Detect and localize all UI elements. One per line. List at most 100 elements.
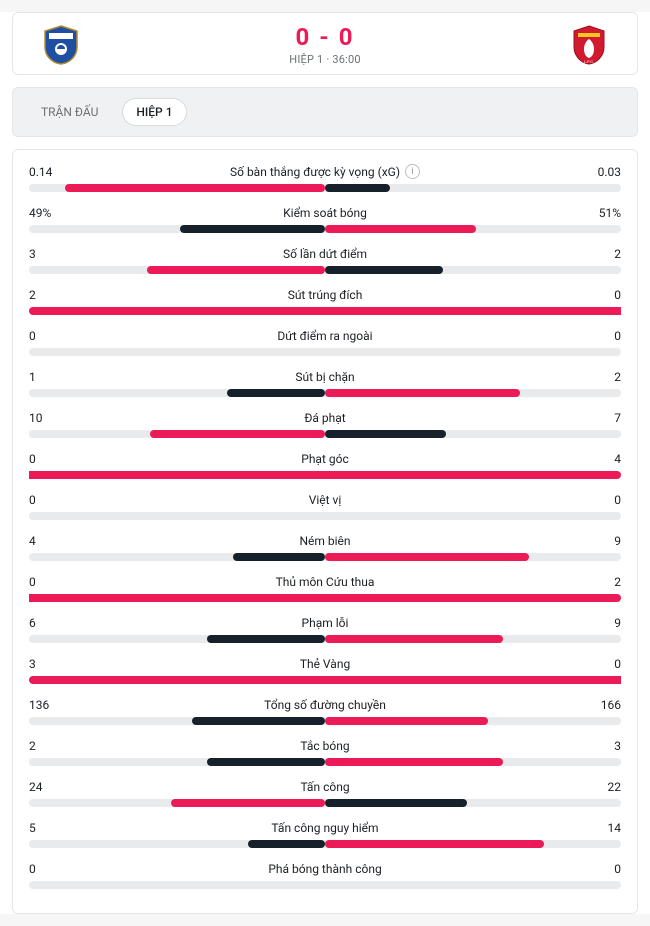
stat-home-value: 6 — [29, 616, 67, 630]
match-phase: HIỆP 1 · 36:00 — [81, 53, 569, 66]
stat-away-value: 0 — [583, 493, 621, 507]
stat-name-label: Sút bị chặn — [295, 370, 354, 384]
stat-bar — [29, 758, 621, 766]
stat-away-value: 4 — [583, 452, 621, 466]
stat-name-label: Thẻ Vàng — [300, 657, 350, 671]
stat-name-label: Số bàn thắng được kỳ vọng (xG) — [230, 165, 400, 179]
stat-bar-away-fill — [325, 553, 529, 561]
tab[interactable]: TRẬN ĐẤU — [27, 98, 112, 126]
stat-bar — [29, 840, 621, 848]
stat-bar-away-fill — [325, 184, 390, 192]
stat-home-value: 0 — [29, 493, 67, 507]
stat-bar-away-half — [325, 512, 621, 520]
stat-head: 3Thẻ Vàng0 — [29, 657, 621, 671]
stat-name: Ném biên — [67, 534, 583, 548]
stat-bar-home-fill — [65, 184, 325, 192]
stat-name-label: Việt vị — [309, 493, 342, 507]
stat-home-value: 0 — [29, 329, 67, 343]
stat-home-value: 0.14 — [29, 165, 67, 179]
stat-bar-home-half — [29, 635, 325, 643]
home-team-badge[interactable] — [41, 25, 81, 65]
stat-name: Sút trúng đích — [67, 288, 583, 302]
stat-away-value: 166 — [583, 698, 621, 712]
stat-away-value: 3 — [583, 739, 621, 753]
stat-row: 0Phá bóng thành công0 — [29, 862, 621, 889]
stat-bar-away-fill — [325, 635, 503, 643]
stat-bar-away-fill — [325, 717, 488, 725]
stat-name-label: Sút trúng đích — [288, 288, 363, 302]
stat-bar-home-half — [29, 758, 325, 766]
stat-row: 2Tắc bóng3 — [29, 739, 621, 766]
stat-name: Thẻ Vàng — [67, 657, 583, 671]
stat-away-value: 2 — [583, 575, 621, 589]
stat-home-value: 3 — [29, 657, 67, 671]
stat-row: 4Ném biên9 — [29, 534, 621, 561]
stat-away-value: 14 — [583, 821, 621, 835]
stat-bar-away-half — [325, 881, 621, 889]
stat-head: 4Ném biên9 — [29, 534, 621, 548]
stat-home-value: 24 — [29, 780, 67, 794]
away-team-badge[interactable]: L.F.C. — [569, 25, 609, 65]
stat-head: 0Phá bóng thành công0 — [29, 862, 621, 876]
score-line: 0 - 0 — [81, 23, 569, 51]
stats-list: 0.14Số bàn thắng được kỳ vọng (xG)i0.034… — [13, 150, 637, 913]
tab-active[interactable]: HIỆP 1 — [122, 98, 186, 126]
stat-name: Phá bóng thành công — [67, 862, 583, 876]
stat-bar-home-half — [29, 184, 325, 192]
stat-head: 6Phạm lỗi9 — [29, 616, 621, 630]
stat-head: 0Dứt điểm ra ngoài0 — [29, 329, 621, 343]
stat-row: 136Tổng số đường chuyền166 — [29, 698, 621, 725]
stat-row: 0Thủ môn Cứu thua2 — [29, 575, 621, 602]
stat-name: Số bàn thắng được kỳ vọng (xG) i — [67, 164, 583, 179]
stat-away-value: 0 — [583, 862, 621, 876]
stat-bar-away-half — [325, 717, 621, 725]
stat-head: 2Tắc bóng3 — [29, 739, 621, 753]
ipswich-badge-icon — [43, 25, 79, 65]
stat-name: Việt vị — [67, 493, 583, 507]
stat-bar-away-half — [29, 594, 621, 602]
stat-bar-away-half — [325, 184, 621, 192]
stat-name: Tổng số đường chuyền — [67, 698, 583, 712]
stat-bar-away-half — [325, 225, 621, 233]
stat-bar-home-half — [29, 389, 325, 397]
stat-name: Số lần dứt điểm — [67, 247, 583, 261]
stat-name: Đá phạt — [67, 411, 583, 425]
stat-head: 1Sút bị chặn2 — [29, 370, 621, 384]
stat-bar — [29, 635, 621, 643]
stat-name-label: Số lần dứt điểm — [283, 247, 367, 261]
liverpool-badge-icon: L.F.C. — [572, 25, 606, 65]
stat-away-value: 51% — [583, 206, 621, 220]
stats-card: 0.14Số bàn thắng được kỳ vọng (xG)i0.034… — [12, 149, 638, 914]
stat-name-label: Dứt điểm ra ngoài — [277, 329, 372, 343]
stat-away-value: 22 — [583, 780, 621, 794]
stat-name-label: Đá phạt — [304, 411, 345, 425]
stat-head: 0 Việt vị 0 — [29, 493, 621, 507]
stat-bar-home-fill — [227, 389, 325, 397]
stat-bar-away-half — [325, 553, 621, 561]
stat-away-value: 0 — [583, 288, 621, 302]
stat-bar-away-fill — [325, 225, 476, 233]
stat-bar-away-fill — [325, 758, 503, 766]
stat-bar-home-fill — [207, 758, 325, 766]
stat-bar-home-half — [29, 676, 621, 684]
stat-home-value: 136 — [29, 698, 67, 712]
stat-bar-home-fill — [233, 553, 325, 561]
info-icon[interactable]: i — [405, 164, 420, 179]
stat-bar-home-fill — [150, 430, 325, 438]
stat-bar — [29, 717, 621, 725]
stat-home-value: 10 — [29, 411, 67, 425]
stat-bar — [29, 430, 621, 438]
stat-head: 2Sút trúng đích0 — [29, 288, 621, 302]
away-score: 0 — [339, 23, 355, 51]
stat-bar-home-half — [29, 881, 325, 889]
stat-bar-away-half — [325, 389, 621, 397]
tab-label: TRẬN ĐẤU — [41, 105, 98, 119]
stat-bar-away-half — [325, 840, 621, 848]
stat-name-label: Kiểm soát bóng — [283, 206, 367, 220]
stat-bar — [29, 799, 621, 807]
stat-home-value: 4 — [29, 534, 67, 548]
stat-row: 0Phạt góc4 — [29, 452, 621, 479]
stat-head: 136Tổng số đường chuyền166 — [29, 698, 621, 712]
svg-text:L.F.C.: L.F.C. — [584, 59, 594, 64]
stat-bar-away-half — [325, 635, 621, 643]
